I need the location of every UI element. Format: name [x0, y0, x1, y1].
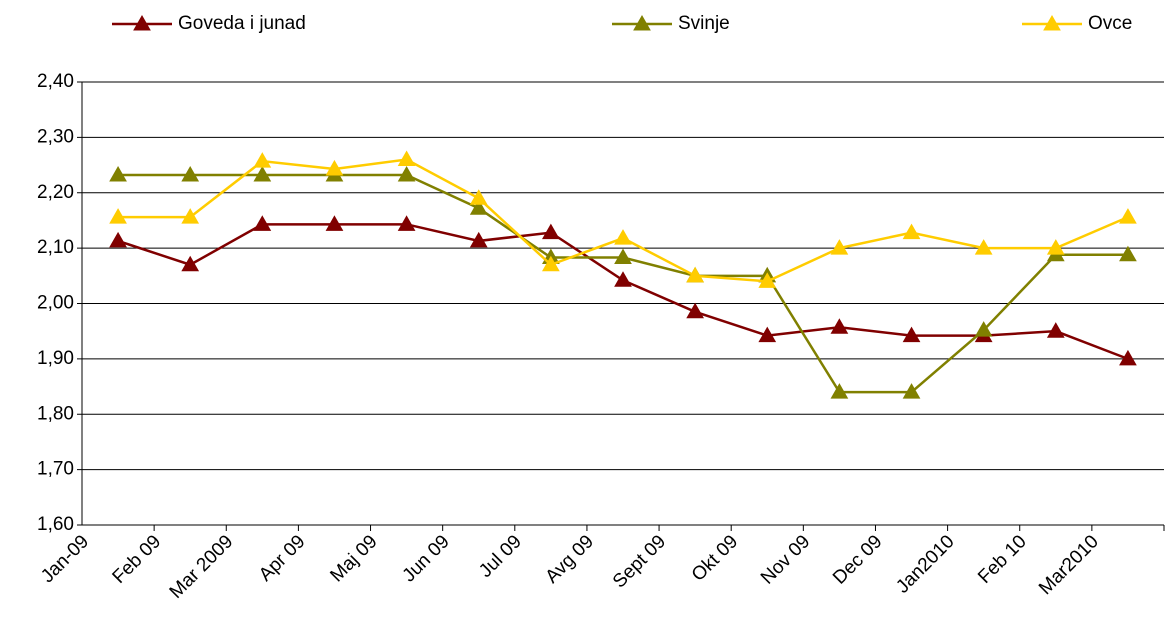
point-marker: [1046, 239, 1065, 255]
legend-label: Goveda i junad: [178, 13, 306, 34]
legend-marker: [1043, 14, 1061, 31]
point-marker: [469, 231, 488, 248]
point-marker: [109, 231, 127, 248]
point-marker: [325, 215, 344, 231]
point-marker: [902, 326, 921, 343]
x-tick-label: Jul 09: [475, 531, 526, 582]
legend-marker: [133, 14, 151, 31]
point-marker: [542, 255, 560, 272]
x-tick-label: Okt 09: [688, 531, 742, 585]
x-tick-label: Nov 09: [757, 531, 814, 588]
legend-label: Svinje: [678, 13, 730, 34]
x-tick-label: Jan2010: [892, 531, 958, 597]
point-marker: [1119, 245, 1137, 262]
legend-marker: [633, 14, 651, 31]
y-tick-label: 1,90: [37, 348, 74, 369]
point-marker: [686, 302, 704, 319]
x-tick-label: Feb 09: [109, 531, 166, 588]
y-tick-label: 2,40: [37, 71, 74, 92]
point-marker: [1046, 322, 1065, 338]
point-marker: [253, 152, 272, 168]
point-marker: [181, 208, 200, 224]
point-marker: [109, 208, 127, 224]
point-marker: [974, 239, 993, 255]
point-marker: [758, 326, 777, 343]
point-marker: [469, 199, 488, 215]
point-marker: [614, 248, 632, 265]
point-marker: [469, 189, 488, 205]
x-tick-label: Mar 2009: [166, 531, 238, 603]
y-tick-label: 2,20: [37, 182, 74, 203]
y-tick-label: 2,30: [37, 126, 74, 147]
x-tick-label: Mar2010: [1035, 531, 1103, 599]
x-tick-label: Maj 09: [326, 531, 381, 586]
point-marker: [614, 271, 632, 287]
point-marker: [253, 166, 272, 182]
x-tick-label: Avg 09: [542, 531, 598, 587]
point-marker: [974, 321, 993, 337]
y-tick-label: 1,80: [37, 403, 74, 424]
point-marker: [614, 229, 632, 245]
x-tick-label: Feb 10: [974, 531, 1031, 588]
point-marker: [686, 266, 704, 283]
point-marker: [542, 223, 560, 240]
point-marker: [181, 166, 200, 182]
point-marker: [253, 215, 272, 231]
point-marker: [397, 150, 416, 167]
point-marker: [830, 383, 849, 399]
point-marker: [1119, 208, 1137, 224]
point-marker: [109, 166, 127, 182]
point-marker: [758, 272, 777, 288]
point-marker: [830, 318, 849, 334]
point-marker: [397, 166, 416, 182]
x-tick-label: Dec 09: [829, 531, 886, 588]
y-tick-label: 2,00: [37, 293, 74, 314]
point-marker: [902, 223, 921, 240]
x-tick-label: Jan-09: [37, 531, 93, 587]
x-tick-label: Sept 09: [609, 531, 670, 592]
point-marker: [902, 383, 921, 399]
x-tick-label: Jun 09: [399, 531, 454, 586]
point-marker: [830, 239, 849, 255]
y-tick-label: 2,10: [37, 237, 74, 258]
y-tick-label: 1,70: [37, 459, 74, 480]
point-marker: [1119, 349, 1137, 366]
x-tick-label: Apr 09: [255, 531, 309, 585]
legend-label: Ovce: [1088, 13, 1132, 34]
point-marker: [181, 255, 200, 272]
y-tick-label: 1,60: [37, 514, 74, 535]
point-marker: [397, 215, 416, 231]
point-marker: [325, 159, 344, 176]
